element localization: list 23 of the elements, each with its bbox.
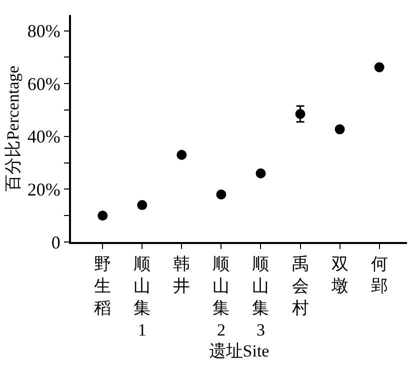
x-tick-label: 顺山集3 xyxy=(252,254,270,340)
point xyxy=(256,168,266,178)
y-tick-label: 20% xyxy=(27,180,60,200)
point xyxy=(137,200,148,210)
x-tick-label: 野生稻 xyxy=(94,254,112,318)
x-tick-label: 禹会村 xyxy=(290,254,309,318)
point xyxy=(216,189,226,200)
x-axis-title: 遗址Site xyxy=(208,342,270,361)
y-tick-label: 60% xyxy=(27,74,60,94)
x-tick-label: 顺山集2 xyxy=(212,254,230,340)
y-tick-label: 40% xyxy=(27,126,60,147)
x-tick-label: 韩井 xyxy=(173,254,190,296)
y-tick-label: 80% xyxy=(27,21,60,42)
x-tick-label: 双墩 xyxy=(330,254,348,296)
point xyxy=(176,150,187,160)
point xyxy=(334,124,345,134)
y-tick-label: 0 xyxy=(51,232,60,252)
point xyxy=(374,62,384,72)
point xyxy=(295,108,306,119)
x-tick-label: 何郢 xyxy=(370,254,388,296)
y-axis-title: 百分比Percentage xyxy=(3,66,22,192)
point xyxy=(98,210,108,221)
x-tick-label: 顺山集1 xyxy=(134,254,151,340)
